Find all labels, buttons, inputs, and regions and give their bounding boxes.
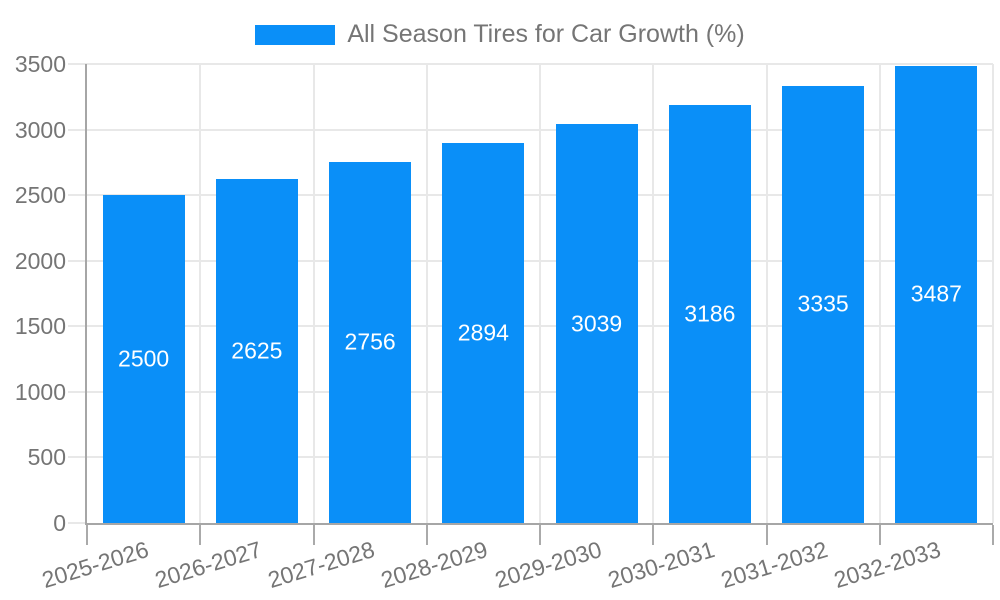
x-axis-line bbox=[85, 523, 993, 525]
y-tick bbox=[68, 128, 87, 131]
y-tick bbox=[68, 522, 87, 524]
x-tick bbox=[878, 525, 881, 545]
x-tick bbox=[312, 525, 315, 545]
x-tick bbox=[199, 525, 202, 545]
gridline-vertical bbox=[765, 64, 768, 523]
bar[interactable]: 3487 bbox=[895, 65, 978, 523]
gridline-vertical bbox=[425, 64, 428, 523]
bar[interactable]: 2894 bbox=[442, 143, 525, 523]
x-tick bbox=[765, 525, 768, 545]
gridline-vertical bbox=[878, 64, 881, 523]
y-axis-label: 1500 bbox=[14, 313, 66, 340]
legend-swatch bbox=[255, 24, 336, 45]
bar[interactable]: 2500 bbox=[102, 195, 185, 523]
y-axis-label: 1000 bbox=[14, 378, 66, 405]
bar-value-label: 3186 bbox=[684, 300, 736, 327]
bar-value-label: 2625 bbox=[231, 337, 283, 364]
gridline-vertical bbox=[539, 64, 541, 523]
y-axis-label: 500 bbox=[27, 444, 66, 471]
y-axis-label: 3000 bbox=[14, 116, 66, 143]
bar-value-label: 3335 bbox=[797, 290, 849, 317]
bar[interactable]: 2625 bbox=[215, 178, 298, 523]
bar-value-label: 2500 bbox=[118, 345, 170, 372]
y-tick bbox=[68, 390, 87, 393]
legend[interactable]: All Season Tires for Car Growth (%) bbox=[0, 22, 1000, 47]
legend-label: All Season Tires for Car Growth (%) bbox=[347, 20, 745, 48]
bar[interactable]: 2756 bbox=[329, 161, 412, 523]
y-tick bbox=[68, 259, 87, 262]
bar[interactable]: 3335 bbox=[782, 85, 865, 523]
y-axis-label: 2500 bbox=[14, 182, 66, 209]
x-tick bbox=[652, 525, 655, 545]
gridline-vertical bbox=[312, 64, 315, 523]
y-axis-label: 2000 bbox=[14, 247, 66, 274]
y-axis-line bbox=[85, 64, 87, 523]
bar-value-label: 2894 bbox=[457, 319, 509, 346]
y-tick bbox=[68, 456, 87, 459]
bar[interactable]: 3186 bbox=[668, 105, 751, 523]
bar-value-label: 3487 bbox=[910, 280, 962, 307]
y-tick bbox=[68, 63, 87, 65]
gridline-vertical bbox=[199, 64, 202, 523]
y-axis-label: 3500 bbox=[14, 51, 66, 77]
x-tick bbox=[992, 525, 994, 545]
y-axis-label: 0 bbox=[53, 510, 66, 536]
y-tick bbox=[68, 325, 87, 328]
x-tick bbox=[539, 525, 541, 545]
bar[interactable]: 3039 bbox=[555, 124, 638, 523]
gridline-vertical bbox=[652, 64, 655, 523]
x-tick bbox=[425, 525, 428, 545]
x-tick bbox=[86, 525, 88, 545]
gridline-vertical bbox=[992, 64, 994, 523]
y-tick bbox=[68, 194, 87, 197]
bar-value-label: 2756 bbox=[344, 328, 396, 355]
bar-value-label: 3039 bbox=[571, 310, 623, 337]
